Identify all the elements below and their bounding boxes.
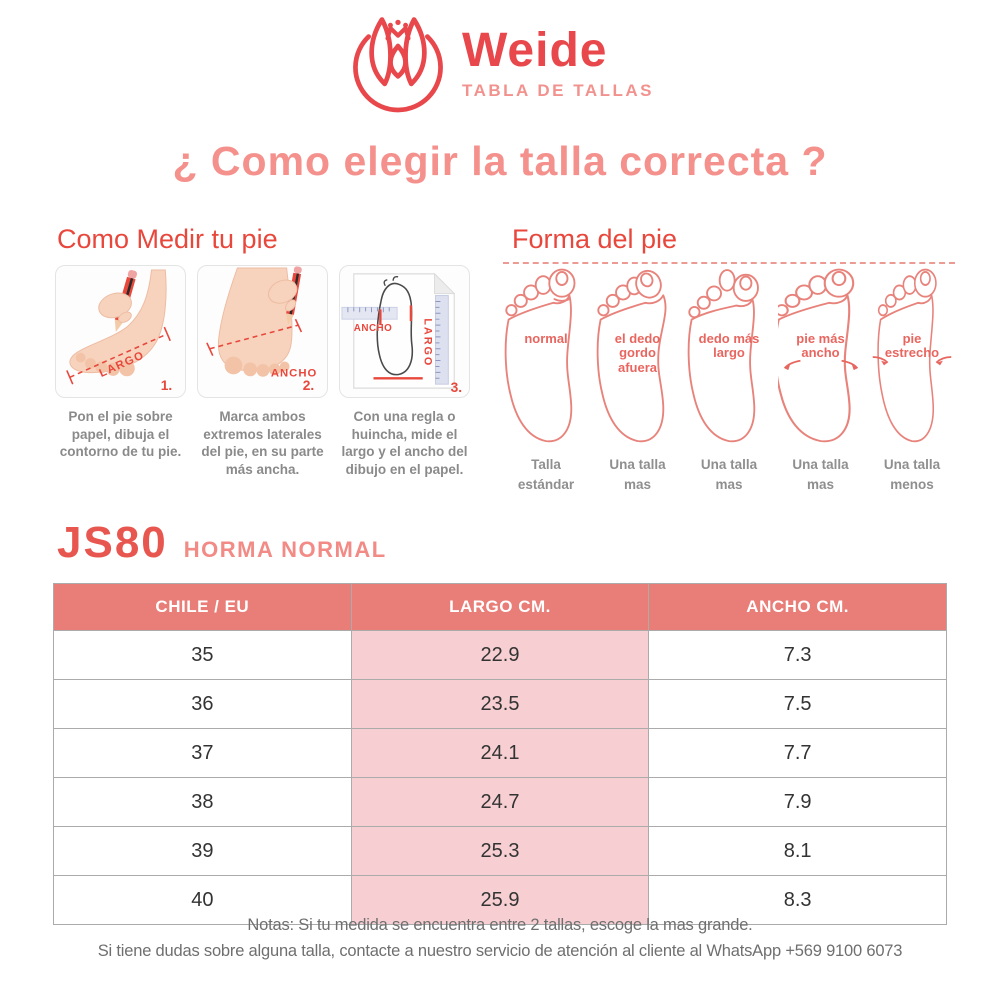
brand-name: Weide <box>461 24 608 77</box>
largo-cell: 25.3 <box>350 826 650 876</box>
toe-alignment-dotted-line <box>503 262 955 264</box>
step-3-number: 3. <box>451 380 462 395</box>
measuring-tape-icon <box>341 306 398 320</box>
measure-section-heading: Como Medir tu pie <box>57 224 278 254</box>
footer-notes: Notas: Si tu medida se encuentra entre 2… <box>0 916 1000 961</box>
foot-shapes-row: normal el dedo gordo afuera <box>503 256 955 452</box>
table-header-row: CHILE / EU LARGO CM. ANCHO CM. <box>53 583 947 631</box>
size-cell: 40 <box>53 875 352 925</box>
size-cell: 36 <box>53 679 352 729</box>
ancho-cell: 7.5 <box>648 679 947 729</box>
foot-outline-icon <box>773 268 858 443</box>
ancho-cell: 7.7 <box>648 728 947 778</box>
step-3-caption: Con una regla o huincha, mide el largo y… <box>341 409 468 477</box>
model-last-type: HORMA NORMAL <box>183 537 387 562</box>
ancho-measure-label: ANCHO <box>271 367 317 379</box>
foot-shape-label: dedo más largo <box>698 330 760 361</box>
inward-arrows-icon <box>872 356 952 364</box>
largo-cell: 24.1 <box>350 728 650 778</box>
foot-outline-icon <box>872 268 952 443</box>
ancho-cell: 7.9 <box>648 777 947 827</box>
size-cell: 38 <box>53 777 352 827</box>
measure-width-illustration: ANCHO 2. <box>206 266 317 393</box>
ruler-icon <box>435 295 449 385</box>
ancho-cell: 7.3 <box>648 630 947 680</box>
foot-diagram-dedo-mas-largo: dedo más largo <box>686 264 772 452</box>
table-row: 40 25.9 8.3 <box>53 875 947 925</box>
step-1-number: 1. <box>161 378 172 393</box>
foot-diagram-pie-mas-ancho: pie más ancho <box>773 264 864 452</box>
foot-outline-icon <box>504 268 576 443</box>
ancho-cell: 8.3 <box>648 875 947 925</box>
brand-text: Weide TABLA DE TALLAS <box>462 27 654 101</box>
measure-step-1-card: LARGO 1. <box>55 265 186 398</box>
column-header-chile-eu: CHILE / EU <box>53 583 352 631</box>
measure-step-3-card: ANCHO LARGO 3. <box>339 265 470 398</box>
foot-outline-icon <box>596 269 666 443</box>
foot-shape-captions: Talla estándar Una talla mas Una talla m… <box>503 455 955 496</box>
foot-5-caption: Una talla menos <box>883 457 941 493</box>
measure-step-captions: Pon el pie sobre papel, dibuja el contor… <box>55 408 470 478</box>
shape-section-heading: Forma del pie <box>512 224 678 254</box>
brand-tagline: TABLA DE TALLAS <box>461 81 655 100</box>
page-title: ¿ Como elegir la talla correcta ? <box>172 138 828 184</box>
table-row: 35 22.9 7.3 <box>53 630 947 680</box>
foot-1-caption: Talla estándar <box>517 457 575 493</box>
table-row: 37 24.1 7.7 <box>53 728 947 778</box>
trace-on-paper-illustration: ANCHO LARGO 3. <box>341 272 462 395</box>
foot-outline-icon <box>687 269 759 443</box>
note-line-1: Notas: Si tu medida se encuentra entre 2… <box>247 916 753 934</box>
size-cell: 39 <box>53 826 352 876</box>
ancho-measure-label: ANCHO <box>354 323 393 334</box>
brand-header: Weide TABLA DE TALLAS <box>0 12 1000 116</box>
ancho-cell: 8.1 <box>648 826 947 876</box>
model-heading: JS80 HORMA NORMAL <box>57 518 387 568</box>
foot-3-caption: Una talla mas <box>700 457 758 493</box>
note-line-2: Si tiene dudas sobre alguna talla, conta… <box>97 942 903 960</box>
column-header-ancho: ANCHO CM. <box>648 583 947 631</box>
size-chart-table: CHILE / EU LARGO CM. ANCHO CM. 35 22.9 7… <box>53 583 947 925</box>
foot-2-caption: Una talla mas <box>609 457 666 493</box>
largo-cell: 24.7 <box>350 777 650 827</box>
weide-logo-icon <box>353 17 443 113</box>
foot-4-caption: Una talla mas <box>792 457 849 493</box>
foot-diagram-dedo-gordo-afuera: el dedo gordo afuera <box>595 264 681 452</box>
measure-step-2-card: ANCHO 2. <box>197 265 328 398</box>
foot-shape-label: pie estrecho <box>884 330 940 361</box>
outward-arrows-icon <box>783 359 858 369</box>
table-row: 36 23.5 7.5 <box>53 679 947 729</box>
column-header-largo: LARGO CM. <box>350 583 650 631</box>
foot-shape-label: el dedo gordo afuera <box>614 330 661 375</box>
largo-cell: 23.5 <box>350 679 650 729</box>
measure-steps: LARGO 1. <box>55 265 470 398</box>
step-2-caption: Marca ambos extremos laterales del pie, … <box>201 409 324 477</box>
foot-diagram-pie-estrecho: pie estrecho <box>869 264 955 452</box>
table-row: 39 25.3 8.1 <box>53 826 947 876</box>
step-1-caption: Pon el pie sobre papel, dibuja el contor… <box>59 409 182 460</box>
foot-shape-label: pie más ancho <box>796 330 845 361</box>
foot-diagram-normal: normal <box>503 264 589 452</box>
step-2-number: 2. <box>303 378 314 393</box>
foot-shape-label: normal <box>524 330 568 346</box>
model-code: JS80 <box>57 518 168 567</box>
table-row: 38 24.7 7.9 <box>53 777 947 827</box>
largo-measure-label: LARGO <box>422 318 434 367</box>
measure-length-illustration: LARGO 1. <box>66 269 172 393</box>
size-cell: 35 <box>53 630 352 680</box>
largo-cell: 22.9 <box>350 630 650 680</box>
size-cell: 37 <box>53 728 352 778</box>
